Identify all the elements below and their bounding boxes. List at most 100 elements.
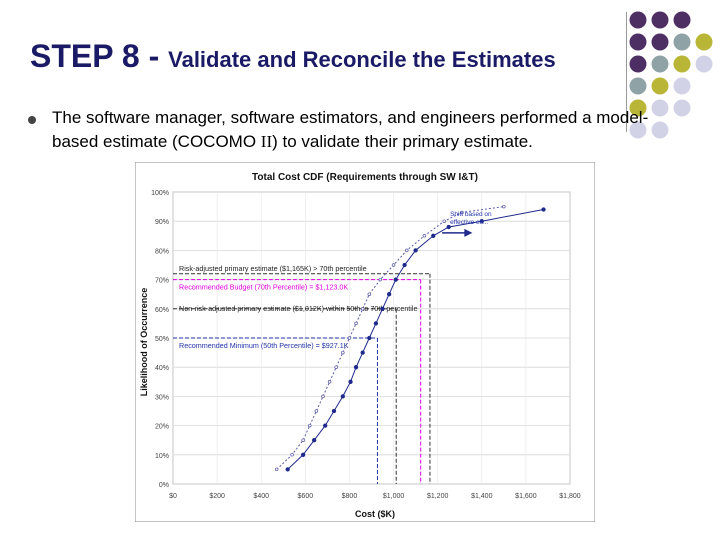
series-point xyxy=(323,423,328,428)
x-tick-label: $800 xyxy=(342,493,358,500)
slide-title-step: STEP 8 xyxy=(30,38,140,74)
decor-dot xyxy=(651,11,669,29)
decor-dot xyxy=(629,121,647,139)
series-point xyxy=(327,380,332,384)
series-point xyxy=(378,277,383,282)
decor-dot xyxy=(673,11,691,29)
y-tick-label: 10% xyxy=(155,453,169,460)
reference-line-label: Non-risk-adjusted primary estimate ($1,0… xyxy=(179,304,418,313)
decor-dot xyxy=(673,77,691,95)
y-tick-label: 0% xyxy=(159,482,169,489)
bullet-text-part2: ) to validate their primary estimate. xyxy=(272,132,533,151)
series-point xyxy=(348,379,353,384)
series-point xyxy=(285,467,290,472)
annotation-arrowhead-icon xyxy=(464,228,473,237)
x-tick-label: $1,600 xyxy=(515,493,537,500)
series-line xyxy=(287,209,544,470)
decor-dot-grid xyxy=(629,11,713,139)
x-tick-label: $400 xyxy=(253,493,269,500)
reference-line-label: Recommended Minimum (50th Percentile) = … xyxy=(179,341,349,350)
series-point xyxy=(442,219,447,223)
decor-dot xyxy=(629,55,647,73)
slide-title: STEP 8 - Validate and Reconcile the Esti… xyxy=(30,38,556,75)
series-point xyxy=(367,292,372,296)
reference-line-label: Risk-adjusted primary estimate ($1,165K)… xyxy=(179,264,367,273)
chart-title: Total Cost CDF (Requirements through SW … xyxy=(252,172,478,183)
series-point xyxy=(340,394,345,399)
x-tick-label: $200 xyxy=(209,493,225,500)
series-point xyxy=(274,467,279,472)
x-tick-label: $1,000 xyxy=(383,493,405,500)
series-point xyxy=(312,438,317,443)
series-point xyxy=(307,423,312,428)
slide-title-text: Validate and Reconcile the Estimates xyxy=(168,47,556,72)
series-point xyxy=(405,248,409,253)
series-point xyxy=(367,335,372,341)
decor-dot xyxy=(651,33,669,51)
series-point xyxy=(314,409,319,413)
decor-dot xyxy=(629,33,647,51)
series-point xyxy=(360,307,365,311)
y-tick-label: 40% xyxy=(155,365,169,372)
decor-divider xyxy=(626,12,627,132)
series-point xyxy=(431,233,436,238)
x-tick-label: $600 xyxy=(298,493,314,500)
series-point xyxy=(341,350,345,355)
y-tick-label: 30% xyxy=(155,394,169,401)
series-point xyxy=(334,365,338,369)
series-point xyxy=(402,262,407,268)
y-tick-label: 20% xyxy=(155,424,169,431)
slide-title-separator: - xyxy=(139,38,169,74)
y-tick-label: 60% xyxy=(155,307,169,314)
x-tick-label: $1,400 xyxy=(471,493,493,500)
series-point xyxy=(391,263,396,267)
series-point xyxy=(360,350,365,355)
series-point xyxy=(413,248,418,253)
bullet-text-part1: The software manager, software estimator… xyxy=(52,108,649,151)
decor-dot xyxy=(673,99,691,117)
y-tick-label: 50% xyxy=(155,336,169,343)
series-point xyxy=(347,336,352,340)
decor-dot xyxy=(651,121,669,139)
series-point xyxy=(300,452,306,457)
y-axis-label: Likelihood of Occurrence xyxy=(139,288,149,397)
series-point xyxy=(460,210,464,215)
decor-dot xyxy=(629,77,647,95)
decor-dot xyxy=(651,99,669,117)
bullet-text: The software manager, software estimator… xyxy=(52,106,692,154)
series-line xyxy=(276,206,504,470)
decor-dot xyxy=(629,99,647,117)
decor-dot xyxy=(695,55,713,73)
reference-line-label: Recommended Budget (70th Percentile) = $… xyxy=(179,283,348,292)
series-point xyxy=(331,408,337,414)
series-point xyxy=(301,438,305,442)
series-point xyxy=(541,207,546,212)
decor-dot xyxy=(673,55,691,73)
y-tick-label: 100% xyxy=(151,190,169,197)
series-point xyxy=(502,204,506,209)
series-point xyxy=(446,224,451,230)
series-point xyxy=(354,321,358,326)
x-tick-label: $1,200 xyxy=(427,493,449,500)
annotation-label-line1: Shift based on xyxy=(450,211,492,218)
series-point xyxy=(373,321,379,326)
x-tick-label: $1,800 xyxy=(559,493,581,500)
series-point xyxy=(321,394,325,399)
decor-dot xyxy=(695,33,713,51)
series-point xyxy=(393,277,398,282)
x-tick-label: $0 xyxy=(169,493,177,500)
decor-dot xyxy=(651,55,669,73)
annotation-label-line2: effective ex... xyxy=(450,219,488,226)
y-tick-label: 70% xyxy=(155,278,169,285)
series-point xyxy=(422,234,427,238)
y-tick-label: 90% xyxy=(155,219,169,226)
x-axis-label: Cost ($K) xyxy=(355,509,395,519)
series-point xyxy=(479,219,484,224)
series-point xyxy=(380,306,385,311)
series-point xyxy=(353,365,359,370)
bullet-icon xyxy=(28,116,36,124)
series-point xyxy=(290,453,294,457)
series-point xyxy=(386,292,392,297)
cdf-chart: Total Cost CDF (Requirements through SW … xyxy=(135,162,595,522)
decor-dot xyxy=(629,11,647,29)
